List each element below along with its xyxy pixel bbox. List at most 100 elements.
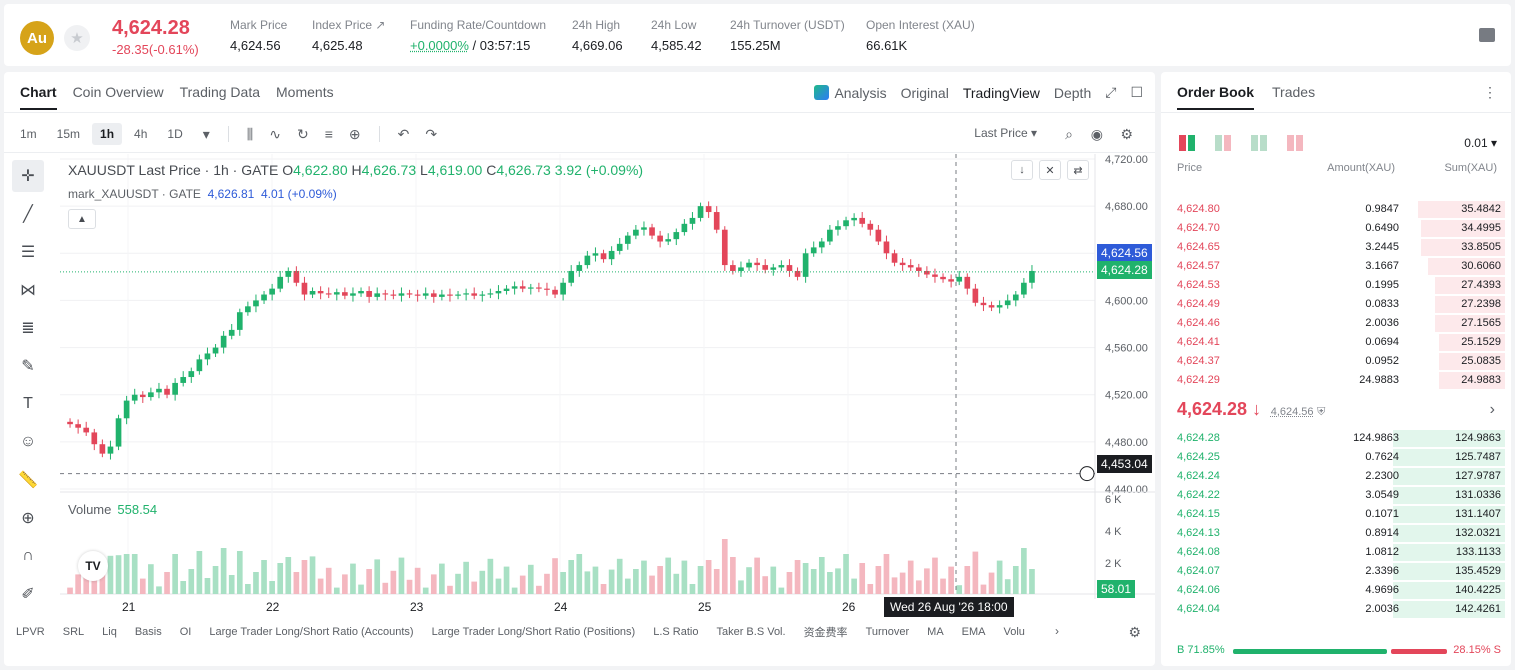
indicator-tab[interactable]: LPVR bbox=[16, 626, 45, 638]
ask-row[interactable]: 4,624.70 0.6490 34.4995 bbox=[1161, 219, 1511, 238]
mode-depth[interactable]: Depth bbox=[1053, 84, 1092, 101]
both-sides-icon[interactable] bbox=[1179, 135, 1195, 151]
tab-coin-overview[interactable]: Coin Overview bbox=[72, 84, 164, 100]
ask-row[interactable]: 4,624.80 0.9847 35.4842 bbox=[1161, 200, 1511, 219]
more-icon[interactable]: ⋮ bbox=[1483, 84, 1497, 100]
chevron-right-icon[interactable]: › bbox=[1489, 401, 1495, 418]
arrow-down-icon[interactable]: ↓ bbox=[1011, 160, 1033, 180]
funding-rate-value[interactable]: +0.0000% bbox=[410, 38, 469, 53]
ruler-icon[interactable]: 📏 bbox=[18, 472, 38, 489]
timeframe-dropdown-icon[interactable]: ▾ bbox=[202, 125, 210, 142]
indicator-tab[interactable]: L.S Ratio bbox=[653, 626, 699, 638]
bid-row[interactable]: 4,624.28 124.9863 124.9863 bbox=[1161, 429, 1511, 448]
tab-chart[interactable]: Chart bbox=[20, 84, 57, 110]
expand-icon[interactable]: ⤢ bbox=[1105, 84, 1117, 100]
timeframe-1h[interactable]: 1h bbox=[92, 123, 123, 145]
redo-icon[interactable]: ↷ bbox=[425, 125, 438, 142]
ask-row[interactable]: 4,624.37 0.0952 25.0835 bbox=[1161, 352, 1511, 371]
ask-row[interactable]: 4,624.57 3.1667 30.6060 bbox=[1161, 257, 1511, 276]
bid-row[interactable]: 4,624.04 2.0036 142.4261 bbox=[1161, 600, 1511, 619]
bid-row[interactable]: 4,624.24 2.2300 127.9787 bbox=[1161, 467, 1511, 486]
book-icon[interactable] bbox=[1479, 28, 1495, 42]
bid-row[interactable]: 4,624.07 2.3396 135.4529 bbox=[1161, 562, 1511, 581]
close-icon[interactable]: ✕ bbox=[1039, 160, 1061, 180]
search-icon[interactable]: ⌕ bbox=[1065, 126, 1073, 142]
swap-icon[interactable]: ⇄ bbox=[1067, 160, 1089, 180]
bid-row[interactable]: 4,624.08 1.0812 133.1133 bbox=[1161, 543, 1511, 562]
indicator-tab[interactable]: Large Trader Long/Short Ratio (Positions… bbox=[431, 626, 636, 638]
window-icon[interactable]: ☐ bbox=[1130, 84, 1143, 100]
tab-order-book[interactable]: Order Book bbox=[1177, 84, 1255, 110]
candle-type-icon[interactable]: ⫼ bbox=[246, 125, 254, 142]
mode-tradingview[interactable]: TradingView bbox=[962, 84, 1040, 101]
collapse-legend-button[interactable]: ▲ bbox=[68, 209, 96, 229]
ask-row[interactable]: 4,624.41 0.0694 25.1529 bbox=[1161, 333, 1511, 352]
candle-body bbox=[875, 229, 882, 242]
stat-24h-high: 24h High 4,669.06 bbox=[572, 18, 623, 53]
tab-trades[interactable]: Trades bbox=[1272, 84, 1316, 100]
mode-original[interactable]: Original bbox=[900, 84, 949, 101]
ask-row[interactable]: 4,624.29 24.9883 24.9883 bbox=[1161, 371, 1511, 390]
indicator-tab[interactable]: Volu bbox=[1003, 626, 1025, 638]
brush-icon[interactable]: ✎ bbox=[21, 358, 35, 375]
indicator-tab[interactable]: OI bbox=[179, 626, 192, 638]
mode-analysis[interactable]: Analysis bbox=[814, 84, 887, 101]
indicator-tab[interactable]: Taker B.S Vol. bbox=[716, 626, 786, 638]
mid-price-row[interactable]: 4,624.28 ↓ 4,624.56 ⛨ › bbox=[1177, 399, 1499, 423]
indicator-tab[interactable]: SRL bbox=[62, 626, 85, 638]
templates-icon[interactable]: ≡ bbox=[324, 126, 333, 142]
price-chart[interactable]: 4,720.004,680.004,640.004,600.004,560.00… bbox=[60, 154, 1155, 624]
indicator-tab[interactable]: Turnover bbox=[865, 626, 910, 638]
ask-row[interactable]: 4,624.49 0.0833 27.2398 bbox=[1161, 295, 1511, 314]
zoom-icon[interactable]: ⊕ bbox=[21, 510, 35, 527]
pattern-icon[interactable]: ⋈ bbox=[20, 282, 36, 299]
text-icon[interactable]: T bbox=[23, 395, 33, 412]
timeframe-1m[interactable]: 1m bbox=[20, 127, 37, 141]
chevron-right-icon[interactable]: › bbox=[1055, 624, 1059, 638]
buys-only-icon[interactable] bbox=[1251, 135, 1267, 151]
tab-trading-data[interactable]: Trading Data bbox=[179, 84, 261, 100]
ask-row[interactable]: 4,624.53 0.1995 27.4393 bbox=[1161, 276, 1511, 295]
favorite-star-icon[interactable]: ★ bbox=[64, 25, 90, 51]
indicator-tab[interactable]: Liq bbox=[102, 626, 117, 638]
indicators-icon[interactable]: ∿ bbox=[269, 125, 281, 142]
sells-only-icon[interactable] bbox=[1215, 135, 1231, 151]
bid-row[interactable]: 4,624.13 0.8914 132.0321 bbox=[1161, 524, 1511, 543]
stat-index-price[interactable]: Index Price ↗ 4,625.48 bbox=[312, 18, 385, 53]
ask-row[interactable]: 4,624.65 3.2445 33.8505 bbox=[1161, 238, 1511, 257]
add-indicator-icon[interactable]: ⊕ bbox=[348, 125, 361, 142]
fib-icon[interactable]: ≣ bbox=[21, 320, 35, 337]
precision-select[interactable]: 0.01 ▾ bbox=[1464, 136, 1497, 150]
crosshair-icon[interactable]: ✛ bbox=[12, 160, 44, 192]
refresh-icon[interactable]: ↻ bbox=[296, 125, 309, 142]
bid-row[interactable]: 4,624.15 0.1071 131.1407 bbox=[1161, 505, 1511, 524]
tab-moments[interactable]: Moments bbox=[276, 84, 334, 100]
indicator-tab[interactable]: 资金费率 bbox=[803, 627, 848, 639]
indicator-tab[interactable]: MA bbox=[927, 626, 944, 638]
depth-bar bbox=[1393, 601, 1505, 618]
timeframe-15m[interactable]: 15m bbox=[56, 127, 81, 141]
stat-label[interactable]: Index Price ↗ bbox=[312, 18, 386, 32]
pencil-icon[interactable]: ✐ bbox=[21, 586, 35, 603]
ask-row[interactable]: 4,624.46 2.0036 27.1565 bbox=[1161, 314, 1511, 333]
asks-icon[interactable] bbox=[1287, 135, 1303, 151]
tradingview-logo[interactable]: TV bbox=[78, 551, 108, 581]
settings-icon[interactable]: ⚙ bbox=[1128, 624, 1141, 640]
indicator-tab[interactable]: EMA bbox=[961, 626, 986, 638]
undo-icon[interactable]: ↶ bbox=[397, 125, 410, 142]
magnet-icon[interactable]: ∩ bbox=[22, 547, 34, 564]
gear-icon[interactable]: ⚙ bbox=[1120, 126, 1133, 142]
indicator-tab[interactable]: Large Trader Long/Short Ratio (Accounts) bbox=[209, 626, 414, 638]
volume-bar bbox=[293, 572, 300, 594]
bid-row[interactable]: 4,624.25 0.7624 125.7487 bbox=[1161, 448, 1511, 467]
horizontal-lines-icon[interactable]: ☰ bbox=[20, 244, 36, 261]
bid-row[interactable]: 4,624.06 4.9696 140.4225 bbox=[1161, 581, 1511, 600]
bid-row[interactable]: 4,624.22 3.0549 131.0336 bbox=[1161, 486, 1511, 505]
timeframe-1d[interactable]: 1D bbox=[167, 127, 183, 141]
indicator-tab[interactable]: Basis bbox=[134, 626, 162, 638]
trendline-icon[interactable]: ╱ bbox=[23, 206, 33, 223]
emoji-icon[interactable]: ☺ bbox=[19, 433, 37, 450]
last-price-select[interactable]: Last Price ▾ bbox=[974, 126, 1037, 140]
camera-icon[interactable]: ◉ bbox=[1090, 126, 1103, 142]
timeframe-4h[interactable]: 4h bbox=[134, 127, 148, 141]
